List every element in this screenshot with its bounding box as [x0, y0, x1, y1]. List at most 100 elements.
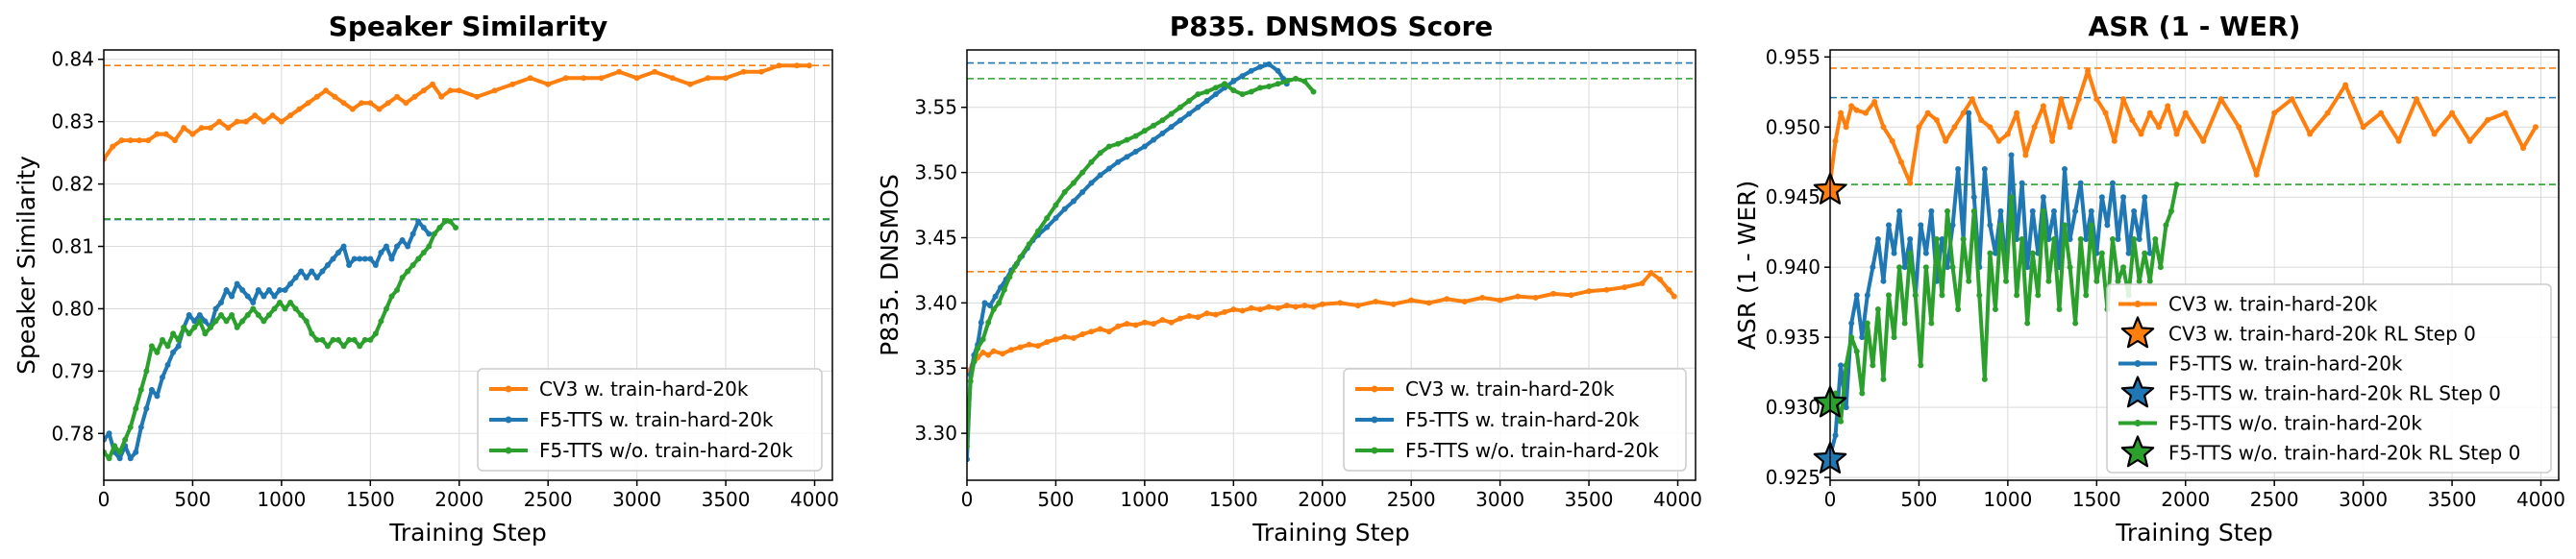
series-point — [1159, 117, 1166, 124]
series-point — [255, 311, 261, 318]
series-point — [2200, 137, 2207, 144]
series-point — [2307, 131, 2314, 137]
series-point — [1195, 104, 1201, 110]
series-point — [116, 455, 123, 462]
series-point — [985, 352, 992, 358]
series-point — [1105, 143, 1112, 150]
series-point — [426, 243, 433, 250]
series-point — [1870, 264, 1876, 271]
x-tick-label: 4000 — [790, 488, 839, 511]
series-point — [1864, 292, 1870, 299]
plot-area — [967, 61, 1696, 463]
x-tick-label: 1000 — [1983, 488, 2032, 511]
series-line — [104, 63, 809, 160]
series-point — [474, 93, 481, 100]
series-point — [1880, 376, 1887, 382]
series-point — [1922, 250, 1929, 256]
series-point — [1666, 286, 1672, 293]
series-point — [1862, 109, 1869, 116]
legend-label: CV3 w. train-hard-20k — [2168, 293, 2378, 316]
series-point — [2077, 180, 2084, 186]
x-tick-label: 500 — [1037, 488, 1074, 511]
series-point — [367, 255, 374, 262]
series-point — [633, 75, 640, 82]
series-point — [260, 293, 267, 300]
series-point — [1008, 347, 1015, 353]
x-tick-label: 3500 — [702, 488, 751, 511]
series-point — [1230, 306, 1237, 313]
series-point — [137, 424, 144, 430]
series-point — [1319, 301, 1325, 307]
series-point — [1997, 222, 2004, 229]
series-point — [202, 330, 209, 337]
series-point — [415, 218, 422, 225]
series-point — [420, 250, 427, 256]
series-point — [2520, 145, 2527, 152]
series-point — [399, 274, 406, 280]
series-point — [260, 118, 267, 125]
series-point — [2098, 250, 2105, 256]
series-point — [1408, 297, 1415, 304]
series-point — [2157, 264, 2164, 271]
series-point — [1354, 303, 1361, 309]
series-point — [170, 330, 177, 337]
series-point — [1275, 81, 1281, 87]
chart-title: Speaker Similarity — [329, 11, 608, 42]
series-point — [2163, 222, 2169, 229]
series-point — [2075, 96, 2082, 103]
series-point — [170, 349, 177, 355]
series-point — [992, 293, 999, 300]
series-point — [2173, 182, 2180, 188]
y-tick-label: 0.81 — [51, 235, 94, 258]
series-point — [2136, 236, 2143, 243]
series-point — [1186, 97, 1193, 104]
series-point — [2142, 194, 2148, 201]
series-point — [1874, 305, 1881, 312]
legend-label: F5-TTS w/o. train-hard-20k — [2168, 412, 2422, 435]
series-point — [1832, 432, 1839, 439]
series-point — [978, 319, 984, 326]
series-point — [669, 75, 676, 82]
series-point — [990, 348, 997, 354]
series-point — [405, 268, 411, 275]
series-point — [265, 311, 272, 318]
series-point — [1105, 165, 1112, 172]
series-point — [2029, 207, 2036, 214]
series-point — [1151, 122, 1157, 129]
series-point — [687, 81, 694, 87]
series-point — [160, 336, 166, 343]
series-point — [239, 318, 246, 325]
series-point — [1832, 137, 1839, 144]
series-point — [1896, 207, 1903, 214]
series-point — [1933, 116, 1940, 123]
y-tick-label: 3.30 — [914, 422, 957, 445]
series-point — [794, 62, 801, 69]
legend-label: F5-TTS w. train-hard-20k RL Step 0 — [2168, 382, 2501, 405]
series-point — [491, 87, 498, 94]
series-point — [198, 125, 205, 132]
series-point — [2502, 109, 2509, 116]
series-point — [234, 324, 240, 330]
series-point — [229, 311, 235, 318]
legend-box — [477, 368, 823, 472]
series-point — [367, 100, 374, 107]
series-point — [2120, 194, 2127, 201]
series-point — [1939, 292, 1945, 299]
series-point — [2040, 103, 2046, 109]
series-point — [1070, 198, 1077, 205]
series-point — [2115, 278, 2121, 284]
y-tick-label: 0.82 — [51, 173, 94, 196]
series-point — [2083, 292, 2090, 299]
series-point — [303, 274, 310, 280]
series-point — [229, 293, 235, 300]
series-point — [298, 311, 305, 318]
series-point — [1034, 343, 1041, 350]
series-point — [239, 286, 246, 293]
series-point — [1257, 63, 1264, 70]
series-point — [278, 118, 285, 125]
series-point — [1097, 326, 1103, 332]
legend-label: CV3 w. train-hard-20k — [539, 377, 749, 401]
series-point — [271, 293, 278, 300]
series-point — [171, 137, 178, 144]
series-point — [420, 87, 427, 94]
